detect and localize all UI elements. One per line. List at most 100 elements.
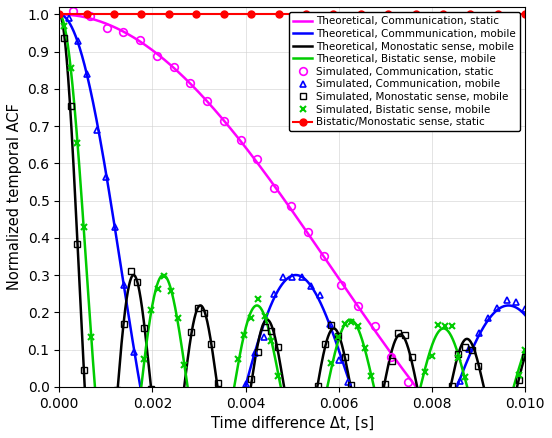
Bistatic/Monostatic sense, static — [495, 12, 501, 17]
Line: Bistatic/Monostatic sense, static: Bistatic/Monostatic sense, static — [56, 11, 529, 18]
Simulated, Monostatic sense, mobile — [128, 268, 134, 274]
Bistatic/Monostatic sense, static — [275, 12, 282, 17]
Theoretical, Commmunication, mobile — [522, 313, 529, 318]
Simulated, Communication, static — [103, 26, 110, 31]
Theoretical, Monostatic sense, mobile — [56, 12, 62, 17]
Theoretical, Bistatic sense, mobile — [56, 12, 62, 17]
Line: Simulated, Communication, static: Simulated, Communication, static — [70, 7, 529, 438]
Simulated, Monostatic sense, mobile — [321, 342, 328, 347]
Simulated, Communication, mobile — [457, 378, 463, 384]
Line: Simulated, Bistatic sense, mobile: Simulated, Bistatic sense, mobile — [60, 23, 529, 438]
Simulated, Bistatic sense, mobile — [462, 374, 469, 379]
Simulated, Communication, mobile — [93, 127, 100, 133]
Simulated, Communication, mobile — [233, 414, 240, 419]
Simulated, Communication, static — [371, 323, 378, 328]
Simulated, Communication, mobile — [298, 275, 305, 280]
Theoretical, Monostatic sense, mobile — [137, 293, 144, 298]
Simulated, Communication, static — [422, 401, 428, 406]
Bistatic/Monostatic sense, static — [83, 12, 90, 17]
Line: Theoretical, Monostatic sense, mobile: Theoretical, Monostatic sense, mobile — [59, 14, 526, 438]
Line: Simulated, Monostatic sense, mobile: Simulated, Monostatic sense, mobile — [61, 35, 528, 438]
Simulated, Communication, mobile — [112, 225, 119, 230]
X-axis label: Time difference Δt, [s]: Time difference Δt, [s] — [211, 416, 374, 431]
Line: Theoretical, Communication, static: Theoretical, Communication, static — [59, 14, 526, 438]
Simulated, Bistatic sense, mobile — [174, 316, 181, 321]
Theoretical, Communication, static — [56, 12, 62, 17]
Simulated, Communication, static — [221, 118, 227, 124]
Bistatic/Monostatic sense, static — [467, 12, 474, 17]
Simulated, Communication, mobile — [475, 330, 482, 336]
Simulated, Bistatic sense, mobile — [522, 347, 529, 352]
Simulated, Communication, static — [288, 203, 294, 208]
Bistatic/Monostatic sense, static — [248, 12, 254, 17]
Bistatic/Monostatic sense, static — [358, 12, 364, 17]
Simulated, Communication, mobile — [354, 408, 361, 413]
Simulated, Communication, mobile — [503, 297, 510, 302]
Simulated, Monostatic sense, mobile — [174, 434, 181, 438]
Simulated, Communication, static — [388, 354, 395, 360]
Simulated, Communication, mobile — [121, 283, 128, 288]
Bistatic/Monostatic sense, static — [56, 12, 62, 17]
Bistatic/Monostatic sense, static — [522, 12, 529, 17]
Theoretical, Monostatic sense, mobile — [463, 336, 469, 342]
Simulated, Communication, static — [204, 99, 210, 104]
Simulated, Communication, mobile — [513, 300, 519, 305]
Simulated, Communication, static — [438, 415, 445, 420]
Simulated, Communication, mobile — [261, 334, 268, 339]
Bistatic/Monostatic sense, static — [385, 12, 391, 17]
Bistatic/Monostatic sense, static — [220, 12, 227, 17]
Simulated, Communication, static — [321, 254, 328, 259]
Simulated, Communication, mobile — [317, 293, 323, 298]
Simulated, Communication, mobile — [130, 350, 137, 355]
Simulated, Communication, static — [120, 29, 127, 34]
Simulated, Communication, static — [354, 303, 361, 308]
Simulated, Communication, static — [237, 137, 244, 142]
Legend: Theoretical, Communication, static, Theoretical, Commmunication, mobile, Theoret: Theoretical, Communication, static, Theo… — [289, 12, 520, 131]
Theoretical, Communication, static — [255, 161, 262, 166]
Bistatic/Monostatic sense, static — [193, 12, 200, 17]
Simulated, Communication, static — [254, 157, 261, 162]
Simulated, Communication, mobile — [103, 174, 109, 180]
Theoretical, Commmunication, mobile — [235, 412, 241, 417]
Simulated, Communication, mobile — [280, 275, 286, 280]
Simulated, Communication, mobile — [326, 321, 333, 326]
Simulated, Communication, mobile — [485, 315, 491, 320]
Simulated, Communication, mobile — [522, 307, 529, 312]
Bistatic/Monostatic sense, static — [412, 12, 419, 17]
Theoretical, Bistatic sense, mobile — [137, 392, 144, 397]
Y-axis label: Normalized temporal ACF: Normalized temporal ACF — [7, 103, 22, 290]
Simulated, Monostatic sense, mobile — [455, 351, 461, 357]
Simulated, Bistatic sense, mobile — [455, 355, 461, 360]
Simulated, Communication, mobile — [75, 39, 81, 44]
Simulated, Communication, static — [338, 283, 344, 288]
Simulated, Bistatic sense, mobile — [61, 24, 67, 29]
Line: Theoretical, Commmunication, mobile: Theoretical, Commmunication, mobile — [59, 14, 526, 438]
Simulated, Communication, static — [304, 230, 311, 235]
Simulated, Communication, mobile — [252, 350, 258, 355]
Simulated, Monostatic sense, mobile — [61, 35, 67, 41]
Simulated, Communication, mobile — [307, 284, 314, 289]
Bistatic/Monostatic sense, static — [138, 12, 145, 17]
Theoretical, Monostatic sense, mobile — [513, 387, 519, 392]
Simulated, Communication, static — [171, 64, 177, 70]
Simulated, Communication, mobile — [336, 357, 342, 362]
Theoretical, Communication, static — [109, 24, 116, 29]
Theoretical, Bistatic sense, mobile — [255, 303, 262, 308]
Bistatic/Monostatic sense, static — [440, 12, 447, 17]
Simulated, Communication, mobile — [438, 424, 445, 430]
Simulated, Communication, static — [70, 9, 77, 14]
Simulated, Communication, static — [87, 14, 93, 19]
Theoretical, Bistatic sense, mobile — [522, 347, 529, 352]
Simulated, Communication, static — [271, 186, 278, 191]
Simulated, Bistatic sense, mobile — [321, 399, 328, 404]
Bistatic/Monostatic sense, static — [302, 12, 309, 17]
Theoretical, Bistatic sense, mobile — [235, 362, 241, 367]
Simulated, Communication, mobile — [140, 398, 146, 403]
Simulated, Communication, mobile — [448, 398, 454, 403]
Simulated, Communication, static — [187, 81, 194, 86]
Bistatic/Monostatic sense, static — [111, 12, 118, 17]
Theoretical, Communication, static — [235, 135, 241, 140]
Simulated, Communication, mobile — [84, 71, 91, 77]
Theoretical, Commmunication, mobile — [137, 383, 144, 388]
Simulated, Communication, mobile — [242, 381, 249, 386]
